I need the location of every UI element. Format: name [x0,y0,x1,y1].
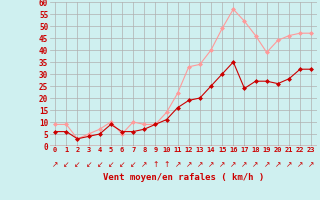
Text: ↗: ↗ [197,160,203,169]
Text: ↑: ↑ [163,160,170,169]
Text: ↗: ↗ [286,160,292,169]
Text: ↑: ↑ [152,160,158,169]
Text: ↙: ↙ [63,160,69,169]
Text: ↗: ↗ [275,160,281,169]
X-axis label: Vent moyen/en rafales ( km/h ): Vent moyen/en rafales ( km/h ) [103,173,264,182]
Text: ↗: ↗ [241,160,248,169]
Text: ↙: ↙ [85,160,92,169]
Text: ↗: ↗ [308,160,315,169]
Text: ↗: ↗ [219,160,225,169]
Text: ↗: ↗ [52,160,58,169]
Text: ↗: ↗ [263,160,270,169]
Text: ↗: ↗ [297,160,303,169]
Text: ↗: ↗ [252,160,259,169]
Text: ↗: ↗ [208,160,214,169]
Text: ↙: ↙ [74,160,81,169]
Text: ↗: ↗ [230,160,236,169]
Text: ↗: ↗ [174,160,181,169]
Text: ↙: ↙ [108,160,114,169]
Text: ↗: ↗ [141,160,148,169]
Text: ↙: ↙ [119,160,125,169]
Text: ↙: ↙ [130,160,136,169]
Text: ↗: ↗ [186,160,192,169]
Text: ↙: ↙ [97,160,103,169]
